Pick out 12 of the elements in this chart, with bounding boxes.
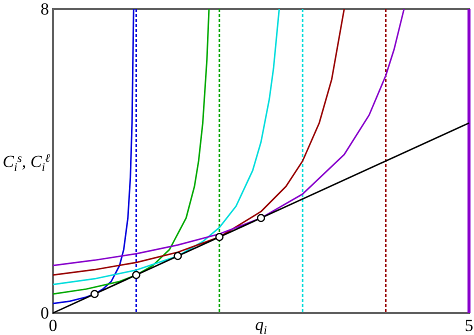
point — [174, 252, 182, 260]
point — [90, 290, 99, 298]
line-series — [52, 8, 345, 276]
line-series — [52, 8, 210, 295]
point — [215, 232, 224, 242]
line-series — [52, 8, 405, 266]
point — [256, 214, 266, 222]
line-series — [52, 8, 280, 286]
y-tick-label: 8 — [40, 0, 49, 18]
x-tick-label: 5 — [464, 316, 474, 335]
point — [132, 270, 140, 280]
x-axis-title: q$_{i}$ — [255, 315, 267, 335]
